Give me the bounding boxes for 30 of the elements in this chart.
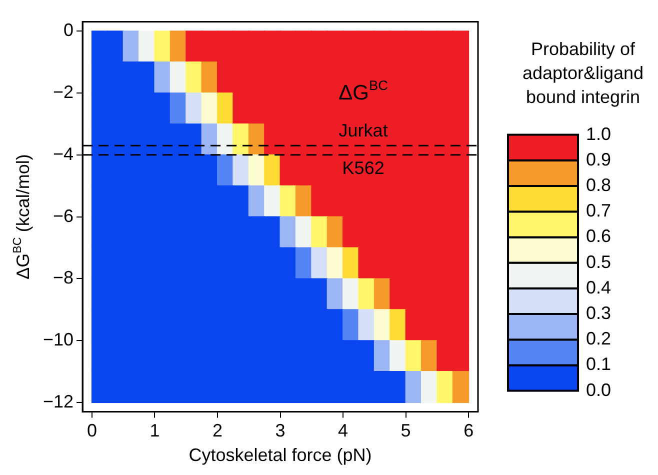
color-bar-label: 1.0: [586, 124, 612, 144]
color-bar-label: 0.8: [586, 174, 612, 195]
color-bar-label: 0.5: [586, 252, 612, 272]
x-tick-label: 6: [464, 420, 474, 441]
y-axis-title: ΔGBC (kcal/mol): [10, 154, 33, 280]
y-tick-label: −10: [42, 330, 74, 350]
x-axis-title: Cytoskeletal force (pN): [188, 445, 372, 466]
y-tick-label: −2: [53, 82, 74, 102]
x-tick-label: 1: [150, 420, 160, 441]
ref-line-label: K562: [342, 158, 384, 178]
x-tick-label: 3: [275, 420, 286, 441]
y-tick-label: −12: [42, 391, 74, 412]
color-bar-label: 0.9: [586, 149, 612, 170]
color-bar-label: 0.4: [586, 277, 612, 298]
y-tick-label: 0: [64, 20, 74, 40]
x-tick-label: 2: [212, 420, 222, 441]
x-tick-label: 4: [338, 420, 348, 441]
color-bar-label: 0.2: [586, 328, 612, 349]
y-tick-label: −4: [53, 144, 74, 164]
x-tick-label: 0: [86, 420, 97, 441]
color-bar-title: Probability of adaptor&ligand bound integrin: [522, 38, 644, 107]
color-bar-label: 0.7: [586, 200, 612, 221]
color-bar-label: 0.0: [586, 380, 612, 400]
y-tick-label: −6: [53, 206, 74, 226]
color-bar-label: 0.3: [586, 302, 612, 323]
y-tick-label: −8: [53, 268, 74, 288]
color-bar-label: 0.6: [586, 226, 612, 246]
color-bar-label: 0.1: [586, 354, 612, 374]
ref-line-label: Jurkat: [338, 120, 388, 141]
x-tick-label: 5: [400, 420, 411, 441]
